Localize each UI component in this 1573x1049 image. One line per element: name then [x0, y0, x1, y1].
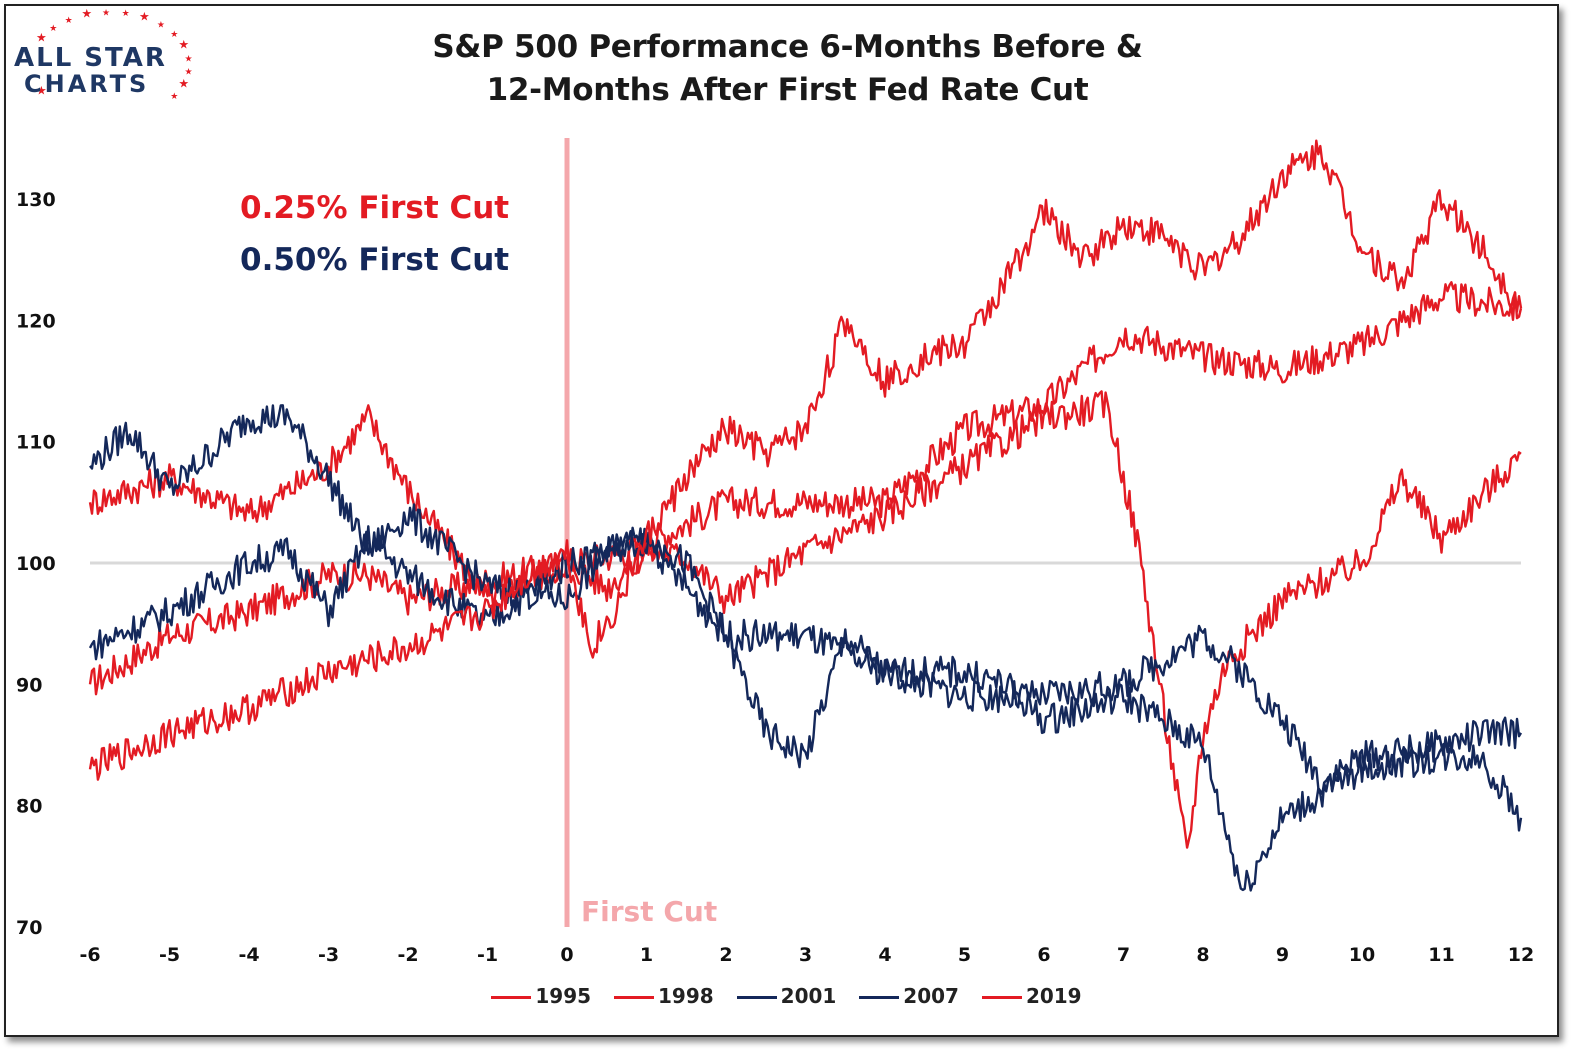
- legend-label-1998: 1998: [658, 984, 714, 1008]
- x-tick-label: 0: [560, 944, 573, 966]
- legend-item-2007: 2007: [859, 984, 959, 1008]
- all-star-charts-logo: ★★★★ ★ ★ ★★★★★★★★★ ALL STAR CHARTS: [14, 8, 193, 102]
- y-tick-label: 120: [16, 310, 56, 332]
- y-tick-label: 100: [16, 553, 56, 575]
- chart-title: S&P 500 Performance 6-Months Before & 12…: [300, 26, 1275, 112]
- x-tick-label: -5: [159, 944, 180, 966]
- logo-star-icon: ★: [65, 16, 73, 26]
- logo-star-icon: ★: [170, 30, 178, 40]
- x-tick-label: -2: [397, 944, 418, 966]
- logo-star-icon: ★: [170, 92, 178, 102]
- legend-swatch-2001: [736, 996, 777, 999]
- legend-item-2001: 2001: [736, 984, 837, 1008]
- y-axis-ticks: 70 80 90 100 110 120 130: [16, 189, 56, 939]
- chart-frame: [4, 4, 1559, 1037]
- logo-stars: ★★★★ ★ ★ ★★★★★★★★★: [36, 8, 193, 102]
- annotation-025-first-cut: 0.25% First Cut: [240, 190, 509, 226]
- legend-swatch-2007: [859, 996, 900, 999]
- chart-title-line2: 12-Months After First Fed Rate Cut: [486, 72, 1089, 108]
- logo-star-icon: ★: [157, 21, 165, 31]
- logo-star-icon: ★: [49, 24, 57, 34]
- x-tick-label: 10: [1349, 944, 1375, 966]
- logo-star-icon: ★: [185, 54, 193, 64]
- logo-star-icon: ★: [178, 38, 189, 52]
- x-tick-label: 12: [1508, 944, 1534, 966]
- x-tick-label: 6: [1037, 944, 1050, 966]
- series-line-1998: [88, 390, 1522, 849]
- series-line-2007: [88, 525, 1523, 795]
- logo-line1: ALL STAR: [14, 43, 167, 73]
- x-axis-ticks: -6 -5 -4 -3 -2 -1 0 1 2 3 4 5 6 7 8 9 10 11 12: [79, 944, 1534, 966]
- y-tick-label: 130: [16, 189, 56, 211]
- legend-item-2019: 2019: [981, 984, 1082, 1008]
- legend-item-1998: 1998: [614, 984, 714, 1008]
- logo-star-icon: ★: [81, 8, 92, 21]
- logo-star-icon: ★: [139, 9, 150, 23]
- legend-item-1995: 1995: [491, 984, 591, 1008]
- x-tick-label: 4: [878, 944, 891, 966]
- first-cut-label: First Cut: [581, 895, 717, 928]
- y-tick-label: 110: [16, 432, 56, 454]
- legend-label-2001: 2001: [780, 984, 837, 1008]
- chart-legend: 1995 1998 2001 2007 2019: [0, 984, 1573, 1008]
- logo-star-icon: ★: [178, 76, 189, 90]
- x-tick-label: 7: [1117, 944, 1130, 966]
- x-tick-label: 5: [958, 944, 971, 966]
- legend-swatch-1998: [614, 996, 655, 999]
- series-group: [88, 139, 1523, 892]
- x-tick-label: 1: [640, 944, 653, 966]
- x-tick-label: 11: [1428, 944, 1454, 966]
- legend-label-2007: 2007: [903, 984, 959, 1008]
- x-tick-label: -6: [79, 944, 100, 966]
- y-tick-label: 70: [16, 917, 42, 939]
- x-tick-label: 2: [719, 944, 732, 966]
- legend-label-1995: 1995: [535, 984, 592, 1008]
- logo-star-icon: ★: [102, 8, 110, 18]
- series-line-2019: [88, 139, 1523, 781]
- series-line-1995: [88, 281, 1523, 696]
- logo-star-icon: ★: [122, 9, 130, 19]
- logo-star-icon: ★: [36, 31, 47, 45]
- x-tick-label: 8: [1196, 944, 1209, 966]
- annotation-050-first-cut: 0.50% First Cut: [240, 242, 509, 278]
- legend-label-2019: 2019: [1025, 984, 1082, 1008]
- series-line-2001: [89, 404, 1523, 892]
- logo-line2: CHARTS: [24, 70, 149, 98]
- x-tick-label: -4: [238, 944, 259, 966]
- y-tick-label: 90: [16, 674, 42, 696]
- x-tick-label: -3: [318, 944, 339, 966]
- legend-swatch-1995: [491, 996, 532, 999]
- logo-star-icon: ★: [36, 83, 47, 97]
- x-tick-label: 3: [799, 944, 812, 966]
- legend-swatch-2019: [981, 996, 1022, 999]
- logo-star-icon: ★: [185, 68, 193, 78]
- x-tick-label: -1: [477, 944, 498, 966]
- chart-title-line1: S&P 500 Performance 6-Months Before &: [432, 29, 1143, 65]
- x-tick-label: 9: [1276, 944, 1289, 966]
- y-tick-label: 80: [16, 796, 42, 818]
